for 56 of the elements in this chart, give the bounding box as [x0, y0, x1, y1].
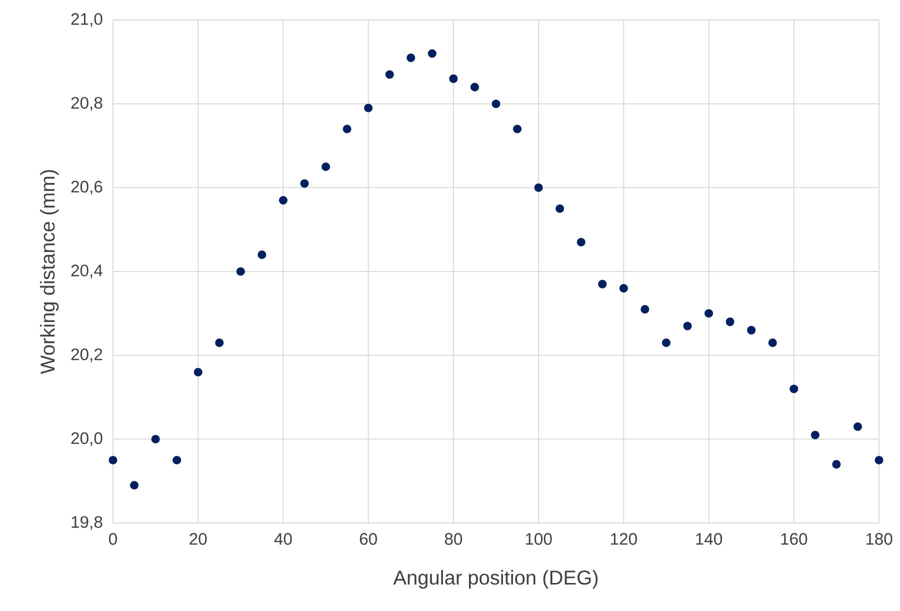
x-tick-label: 0 — [109, 533, 117, 545]
x-tick-label: 20 — [190, 533, 207, 545]
point — [406, 53, 416, 62]
point — [108, 456, 118, 464]
point — [810, 430, 820, 440]
y-tick-label: 20,8 — [71, 96, 102, 111]
point — [683, 322, 692, 330]
point — [640, 304, 650, 314]
point — [576, 238, 586, 246]
point — [598, 280, 607, 288]
point — [790, 384, 798, 394]
point — [853, 422, 862, 431]
point — [130, 481, 139, 490]
point — [513, 124, 522, 134]
point — [874, 456, 884, 464]
point — [768, 338, 777, 348]
point — [194, 368, 202, 376]
y-tick-label: 20,6 — [71, 180, 102, 195]
x-tick-label: 160 — [781, 533, 808, 545]
point — [704, 309, 714, 318]
point — [534, 183, 543, 192]
y-axis-title: Working distance (mm) — [40, 170, 59, 374]
point — [832, 460, 841, 469]
x-tick-label: 60 — [360, 533, 377, 545]
point — [747, 326, 756, 334]
point — [322, 162, 330, 171]
x-tick-label: 80 — [444, 533, 462, 545]
x-tick-label: 140 — [696, 533, 722, 545]
point — [172, 456, 182, 464]
point — [364, 104, 373, 112]
y-tick-label: 19,8 — [72, 516, 102, 530]
y-tick-label: 20,4 — [71, 264, 102, 278]
x-tick-label: 40 — [274, 533, 292, 545]
point — [556, 204, 564, 213]
point — [385, 70, 394, 79]
x-tick-label: 120 — [611, 533, 637, 545]
point — [619, 284, 628, 293]
point — [726, 318, 734, 326]
point — [428, 49, 436, 58]
y-tick-label: 21,0 — [71, 13, 102, 27]
point — [449, 74, 458, 83]
y-tick-label: 20,2 — [71, 348, 102, 362]
x-axis-title: Angular position (DEG) — [393, 570, 598, 589]
point — [236, 267, 245, 276]
point — [215, 338, 224, 348]
x-tick-label: 180 — [866, 533, 892, 545]
point — [470, 82, 479, 92]
point — [151, 434, 160, 444]
point — [492, 100, 500, 108]
point — [258, 250, 266, 259]
y-tick-label: 20,0 — [71, 432, 102, 446]
x-tick-label: 100 — [526, 533, 552, 545]
point — [662, 338, 670, 348]
point — [278, 196, 288, 205]
point — [342, 124, 352, 134]
point — [300, 179, 309, 188]
